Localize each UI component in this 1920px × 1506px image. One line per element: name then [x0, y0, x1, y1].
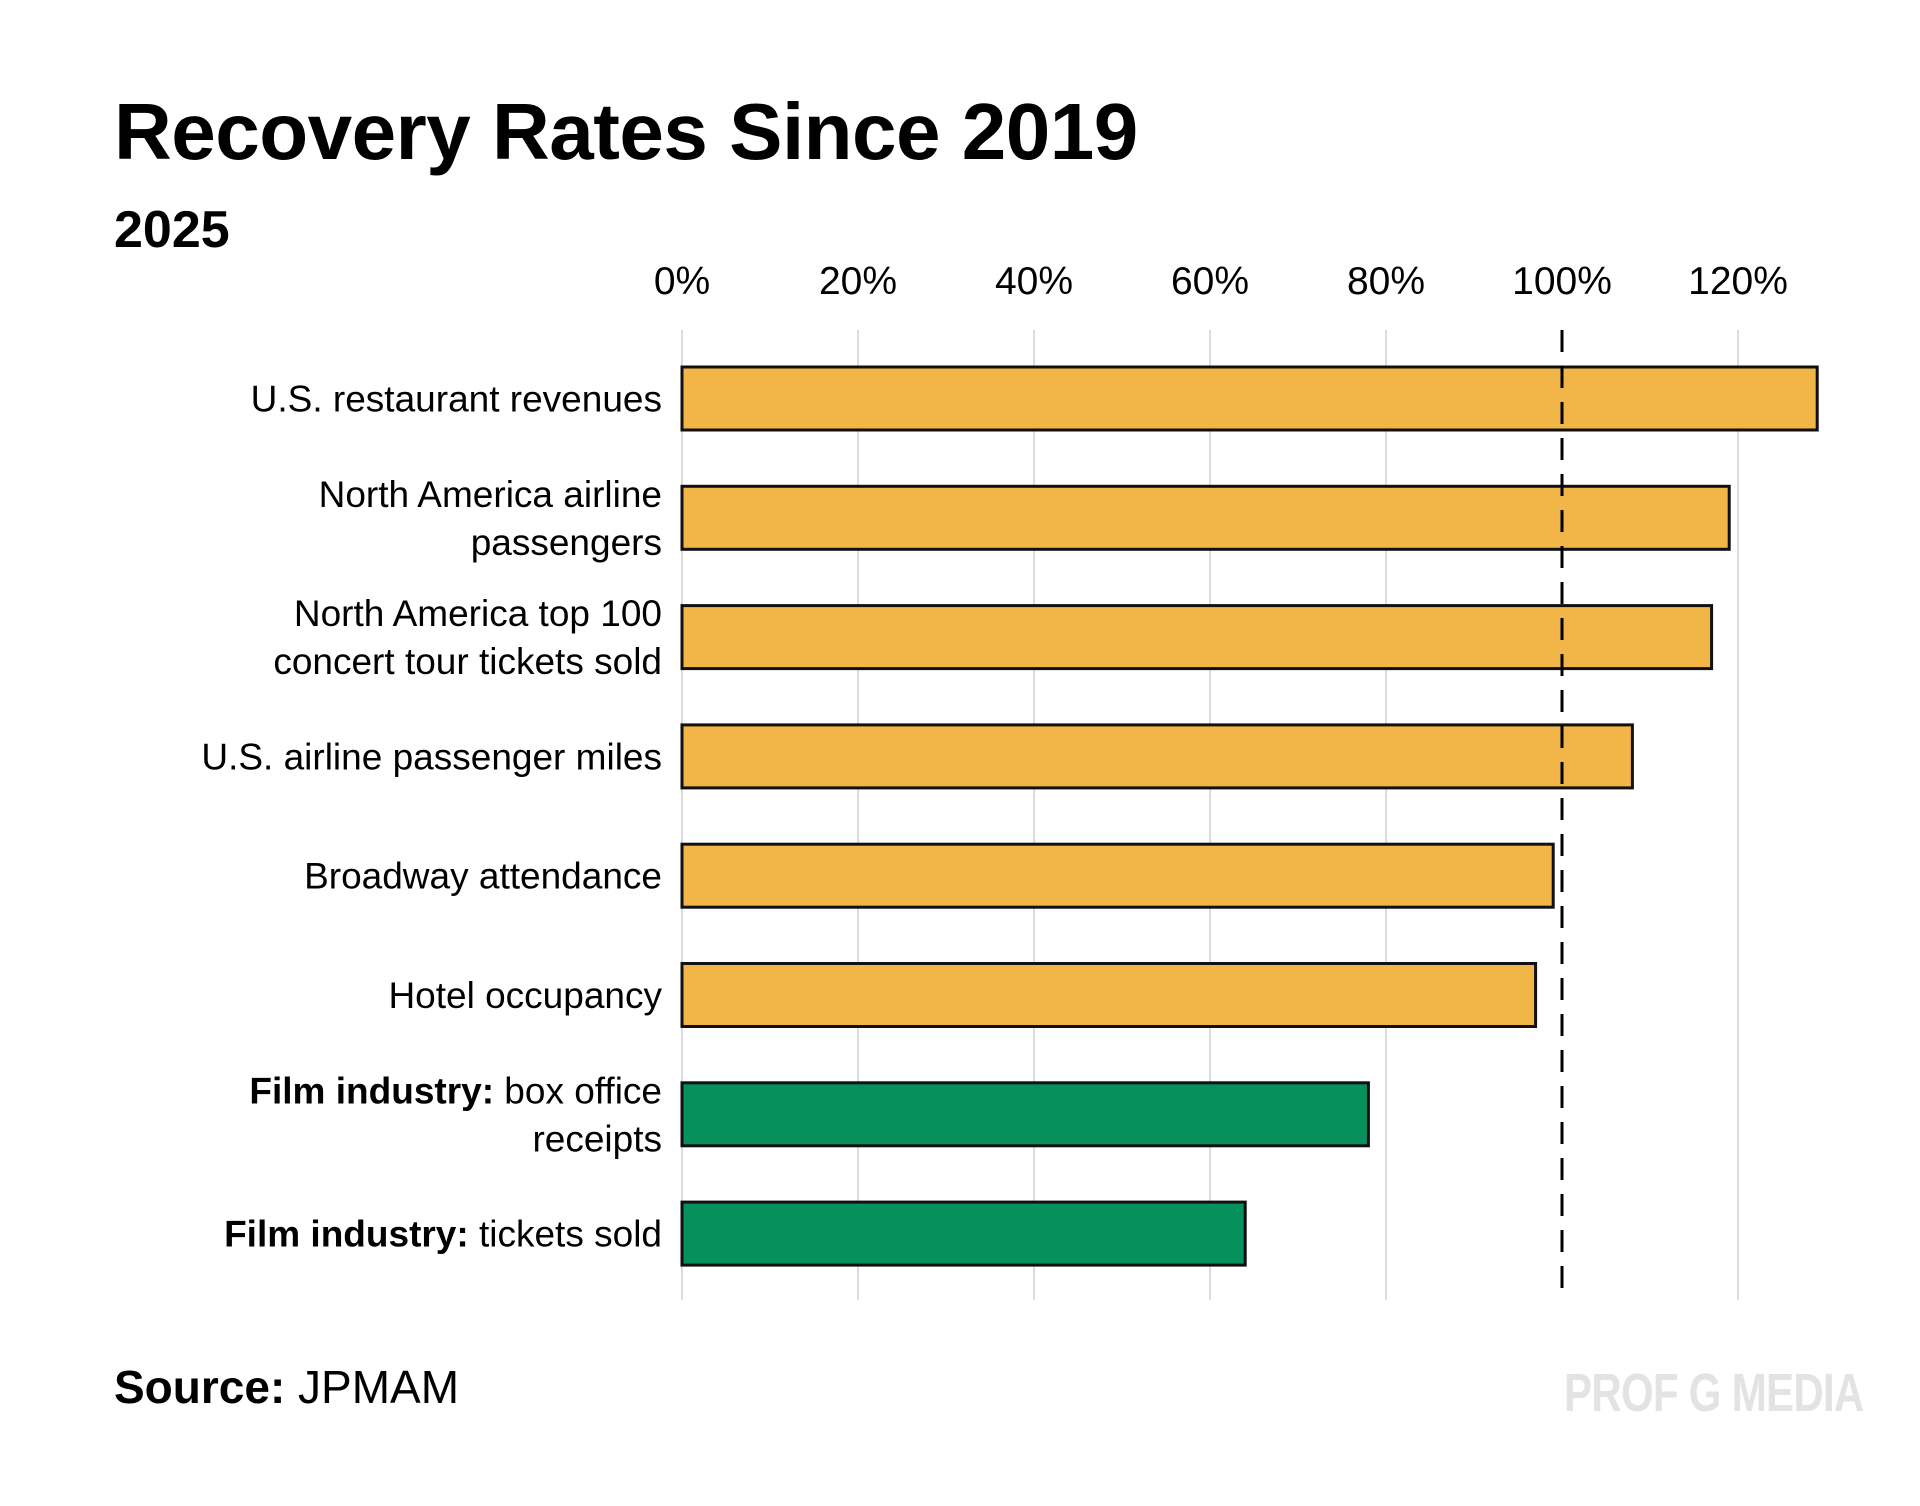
category-label: North America top 100 — [294, 593, 662, 634]
category-label-rest: box office — [494, 1070, 662, 1111]
category-label: concert tour tickets sold — [273, 641, 662, 682]
x-tick-label: 20% — [819, 260, 897, 303]
x-tick-label: 60% — [1171, 260, 1249, 303]
category-label: U.S. restaurant revenues — [251, 379, 662, 420]
category-label: receipts — [532, 1118, 662, 1159]
bar — [680, 484, 1731, 551]
category-label: North America airline — [319, 474, 662, 515]
source-label: Source: — [114, 1361, 286, 1413]
x-tick-label: 100% — [1512, 260, 1612, 303]
category-label: passengers — [471, 522, 662, 563]
category-label-bold: Film industry: — [249, 1070, 494, 1111]
source-value: JPMAM — [298, 1361, 460, 1413]
category-label: Hotel occupancy — [388, 975, 662, 1016]
bar — [680, 962, 1538, 1028]
x-axis-ticks: 0% 20% 40% 60% 80% 100% 120% — [654, 260, 1788, 303]
x-tick-label: 120% — [1688, 260, 1788, 303]
x-tick-label: 80% — [1347, 260, 1425, 303]
category-label: Film industry: box office — [249, 1070, 662, 1111]
brand-watermark: PROF G MEDIA — [1564, 1363, 1864, 1423]
category-label-rest: tickets sold — [469, 1214, 662, 1255]
bar — [680, 842, 1555, 909]
x-tick-label: 0% — [654, 260, 710, 303]
bar — [680, 1081, 1370, 1148]
category-label: Broadway attendance — [304, 856, 662, 897]
x-tick-label: 40% — [995, 260, 1073, 303]
category-label-bold: Film industry: — [224, 1214, 469, 1255]
bars — [680, 365, 1819, 1267]
chart-subtitle: 2025 — [114, 201, 230, 259]
category-label: Film industry: tickets sold — [224, 1214, 662, 1255]
bar — [680, 723, 1634, 790]
bar — [680, 1200, 1247, 1267]
gridlines — [681, 330, 1739, 1300]
chart-title: Recovery Rates Since 2019 — [114, 87, 1138, 176]
category-label: U.S. airline passenger miles — [201, 736, 662, 777]
bar — [680, 365, 1819, 432]
source-note: Source: JPMAM — [114, 1360, 459, 1414]
bar — [680, 604, 1714, 671]
category-labels: U.S. restaurant revenues North America ai… — [201, 379, 662, 1255]
